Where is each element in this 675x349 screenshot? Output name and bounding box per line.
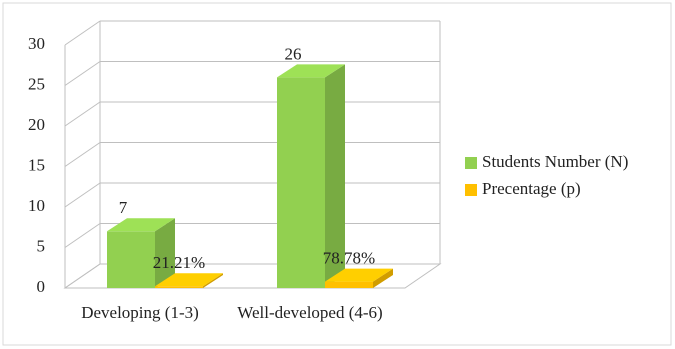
x-tick-label: Developing (1-3)	[81, 303, 199, 322]
grid-line	[64, 182, 101, 208]
bar-front	[107, 231, 155, 288]
bar-top	[277, 64, 345, 78]
y-tick-label: 25	[28, 74, 45, 93]
y-tick-label: 0	[37, 277, 46, 296]
bar-top	[325, 268, 393, 282]
bar-side	[373, 268, 393, 288]
bar-front	[155, 286, 203, 288]
y-tick-label: 10	[28, 196, 45, 215]
grid-line	[64, 223, 101, 248]
legend-swatch	[465, 184, 477, 196]
value-label: 78.78%	[323, 249, 375, 268]
y-tick-label: 20	[28, 115, 45, 134]
x-tick-label: Well-developed (4-6)	[237, 303, 383, 322]
legend-label: Precentage (p)	[482, 179, 581, 198]
chart-border	[2, 2, 672, 346]
legend-swatch	[465, 157, 477, 169]
bar-front	[325, 281, 373, 288]
bar-side	[203, 273, 223, 288]
grid-line	[64, 20, 101, 46]
bar-side	[325, 64, 345, 289]
y-tick-label: 5	[37, 236, 46, 255]
value-label: 26	[285, 44, 302, 63]
legend-label: Students Number (N)	[482, 152, 628, 171]
grid-line	[64, 61, 101, 86]
y-tick-label: 30	[28, 34, 45, 53]
grid-line	[64, 263, 101, 289]
bar-front	[277, 77, 325, 289]
bar-side	[155, 218, 175, 288]
value-label: 21.21%	[153, 253, 205, 272]
grid-line	[64, 101, 101, 127]
bar-top	[155, 273, 223, 287]
value-label: 7	[119, 198, 128, 217]
y-tick-label: 15	[28, 155, 45, 174]
grid-line	[64, 142, 101, 167]
bar-top	[107, 218, 175, 232]
